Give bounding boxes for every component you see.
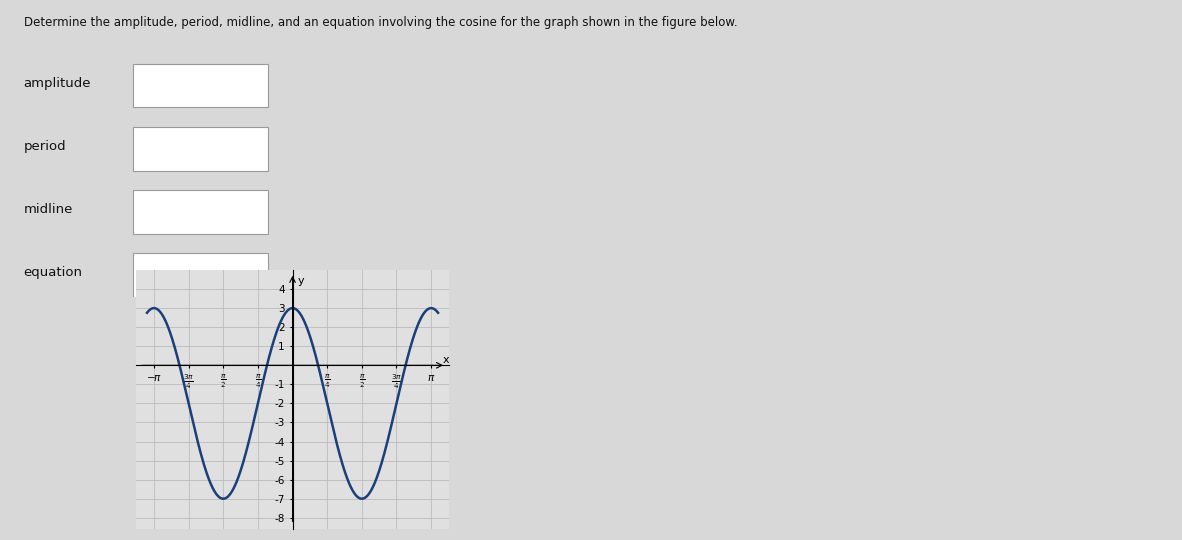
Text: midline: midline (24, 203, 73, 216)
Text: x: x (443, 355, 449, 365)
Text: amplitude: amplitude (24, 77, 91, 90)
FancyBboxPatch shape (132, 190, 268, 234)
Text: period: period (24, 140, 66, 153)
Text: Determine the amplitude, period, midline, and an equation involving the cosine f: Determine the amplitude, period, midline… (24, 16, 738, 29)
Text: equation: equation (24, 266, 83, 279)
FancyBboxPatch shape (132, 253, 268, 297)
FancyBboxPatch shape (132, 127, 268, 171)
Text: y: y (298, 276, 305, 286)
FancyBboxPatch shape (132, 64, 268, 107)
